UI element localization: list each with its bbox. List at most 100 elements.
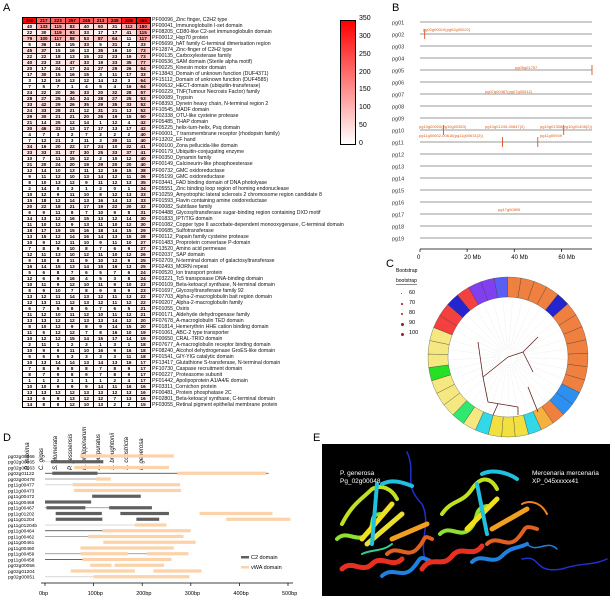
chromosome-label: pg19 [392, 237, 404, 243]
chromosome-label: pg14 [392, 177, 404, 183]
leaf-guide [448, 357, 501, 360]
bootstrap-value: 60 [409, 290, 416, 296]
bootstrap-value: 70 [409, 300, 416, 306]
colorbar-tick: 200 [359, 68, 371, 76]
gene-label: pg02g00065 [8, 460, 35, 466]
heatmap-row: 21 14 25 12 14 1 12 4 42 [21, 119, 151, 126]
leaf-guide [456, 361, 502, 389]
domain-label: PF01541_GIY-YIG catalytic domain [152, 354, 234, 361]
heatmap-row: 10 12 12 15 14 15 17 14 19 [21, 335, 151, 342]
gene-marker-label: pg05g01757 [515, 65, 538, 70]
gene-marker-label: pg10g01308(pg10g01408(2)) [540, 124, 593, 129]
leaf-guide [502, 297, 508, 350]
x-tick-label: 0bp [39, 591, 48, 597]
chromosome-label: pg11 [392, 141, 404, 147]
leaf-guide [454, 330, 501, 354]
gene-label: pg11g01202 [8, 511, 35, 517]
gene-label: pg11g01204b [8, 523, 37, 529]
left-structure [335, 451, 434, 578]
gene-marker-label: pg11g00602-00616(pg11g00631(2)) [419, 133, 484, 138]
chromosome-label: pg09 [392, 117, 404, 123]
heatmap-row: 10 12 9 11 10 8 12 13 33 [21, 191, 151, 198]
domain-label: PF00149_Calcineurin-like phosphoesterase [152, 161, 253, 168]
leaf-guide [488, 364, 506, 414]
domain-label: PF05551_Zinc binding loop region of homi… [152, 185, 289, 192]
chromosome-label: pg12 [392, 153, 404, 159]
leaf-guide [508, 297, 513, 350]
chromosome-label: pg06 [392, 81, 404, 87]
x-tick-label: 200bp [136, 591, 151, 597]
gene-label: pg02g00051 [8, 575, 35, 581]
heatmap-row: 5 6 8 7 6 5 7 6 24 [21, 269, 151, 276]
heatmap-row: 13 12 11 14 13 12 11 13 22 [21, 293, 151, 300]
heatmap-row: 10 10 9 9 9 14 11 16 16 [21, 383, 151, 390]
domain-label: PF00041_Immunoglobulin I-set domain [152, 23, 243, 30]
leaf-guide [449, 358, 501, 371]
heatmap-row: 24 33 28 21 12 31 21 13 52 [21, 107, 151, 114]
domain-label: PF00109_Beta-ketoacyl synthase, N-termin… [152, 281, 275, 288]
heatmap-row: 12 6 9 16 4 5 3 8 24 [21, 275, 151, 282]
tree-branch [477, 341, 484, 378]
legend-subtitle: bootstrap [396, 278, 417, 285]
heatmap-row: 17 30 15 16 15 3 11 17 33 [21, 71, 151, 78]
chromosome-label: pg16 [392, 201, 404, 207]
domain-label: PF00229_TNF(Tumour Necrosis Factor) fami… [152, 89, 260, 96]
x-tick-label: 20 Mb [464, 255, 481, 261]
domain-label: PF00171_Aldehyde dehydrogenase family [152, 311, 250, 318]
domain-label: PF00632_HECT-domain (ubiquitin-transfera… [152, 83, 261, 90]
gene-marker-label: pg07g00487(pg07g00512) [485, 89, 533, 94]
domain-label: PF00089_Trypsin [152, 95, 193, 102]
leaf-guide [515, 339, 566, 355]
x-tick-label: 0 [417, 255, 421, 261]
panel-a-label: A [3, 2, 11, 14]
vwa-domain [87, 534, 184, 539]
domain-label: PF01055_Osiris [152, 305, 190, 312]
leaf-guide [478, 363, 505, 410]
right-species: Mercenaria mercenaria [532, 470, 599, 477]
chromosome-label: pg15 [392, 189, 404, 195]
chromosome-label: pg04 [392, 57, 404, 63]
legend-vwa-swatch [241, 566, 249, 569]
vwa-domain [147, 552, 189, 556]
heatmap-cell: 12 [64, 401, 80, 408]
domain-label: PF13520_Amino acid permease [152, 245, 227, 252]
heatmap-row: 8 10 13 12 9 11 12 13 35 [21, 179, 151, 186]
gene-label: pg02g01122 [8, 471, 35, 477]
right-structure [419, 469, 608, 572]
heatmap-row: 34 16 20 22 17 24 10 22 41 [21, 143, 151, 150]
gene-label: pg11g00458 [8, 557, 35, 563]
vwa-domain [72, 483, 181, 487]
domain-label: PF02493_MORN repeat [152, 263, 208, 270]
clade-segment [501, 416, 516, 438]
domain-label: PF10730_Caspase recruitment domain [152, 366, 243, 373]
domain-label: PF01442_Apolipoprotein A1/A4/E domain [152, 378, 248, 385]
heatmap-row: 24 22 20 36 33 20 32 28 57 [21, 89, 151, 96]
domain-label: PF00179_Ubiquitin-conjugating enzyme [152, 149, 244, 156]
gene-label: pg11g00467 [8, 506, 35, 512]
protein-structures [335, 451, 608, 578]
chromosome-label: pg03 [392, 45, 404, 51]
leaf-guide [510, 364, 529, 414]
heatmap-row: 9 10 8 11 9 10 12 9 25 [21, 257, 151, 264]
colorbar-tick: 250 [359, 50, 371, 58]
leaf-guide [515, 358, 567, 370]
chromosome-label: pg07 [392, 93, 404, 99]
domain-label: PF00225_Kinesin motor domain [152, 65, 227, 72]
c2-domain [55, 517, 103, 521]
domain-label: PF00536_SAM domain (Sterile alpha motif) [152, 59, 253, 66]
heatmap-row: 33 33 31 37 30 25 33 37 41 [21, 149, 151, 156]
colorbar-tick: 50 [359, 122, 367, 130]
vwa-domain [199, 511, 273, 516]
heatmap-row: 10 9 12 11 10 9 11 10 27 [21, 239, 151, 246]
domain-label: PF00082_Subtilase family [152, 203, 213, 210]
domain-label: PF10545_MADF domain [152, 107, 210, 114]
heatmap-row: 13 13 12 12 13 13 14 12 20 [21, 317, 151, 324]
colorbar-tick: 350 [359, 15, 371, 22]
c2-domain [120, 511, 169, 516]
protein-structure-view: P. generosa Pg_02g00048 Mercenaria merce… [322, 444, 610, 596]
gene-label: pg02g01204 [8, 569, 35, 575]
vwa-domain [153, 569, 202, 573]
domain-label: PF01593_Flavin containing amine oxidored… [152, 197, 268, 204]
x-tick-label: 500bp [282, 591, 297, 597]
gene-label: pg11g00468 [8, 500, 35, 506]
